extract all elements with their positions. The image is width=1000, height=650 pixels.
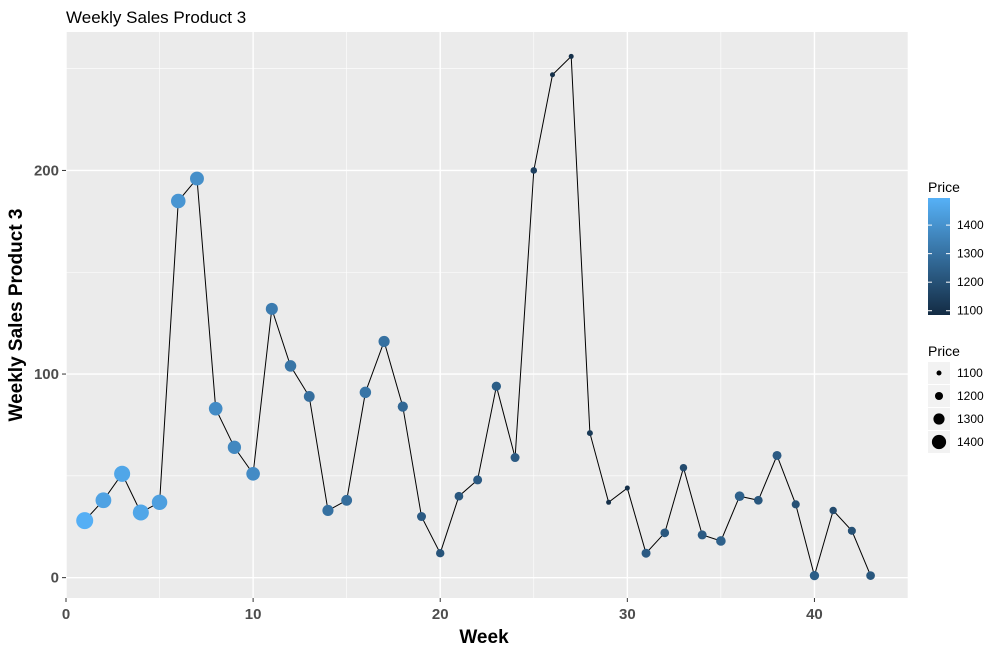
data-point [697, 530, 707, 540]
data-point [397, 401, 408, 412]
major-gridlines [65, 32, 908, 598]
data-point [660, 528, 670, 538]
data-point [491, 381, 502, 391]
size-legend-label: 1200 [957, 389, 984, 403]
x-tick-label: 40 [806, 606, 823, 623]
y-tick-label: 200 [34, 162, 59, 179]
data-point [510, 453, 520, 463]
data-point [170, 193, 186, 209]
data-point [641, 548, 651, 558]
y-axis-ticks: 0 100 200 [34, 162, 66, 587]
x-tick-label: 30 [619, 606, 636, 623]
data-point [436, 549, 445, 558]
plot-panel [66, 32, 908, 598]
data-point [473, 475, 483, 485]
data-point [114, 465, 131, 482]
data-point [190, 171, 204, 186]
size-legend-dot [933, 413, 945, 425]
y-tick-label: 0 [51, 570, 59, 587]
x-tick-label: 0 [62, 606, 70, 623]
data-point [829, 506, 837, 515]
data-point [322, 504, 334, 517]
data-point [208, 401, 223, 416]
data-point [586, 430, 593, 437]
data-point [132, 504, 149, 521]
data-point [549, 72, 555, 78]
size-legend-dot [934, 391, 944, 401]
data-point [679, 463, 688, 472]
data-point [624, 485, 630, 491]
chart-title: Weekly Sales Product 3 [66, 8, 246, 27]
x-axis-ticks: 0 10 20 30 40 [62, 598, 823, 623]
data-point [378, 335, 390, 348]
data-point [265, 302, 278, 315]
data-point [716, 536, 726, 546]
data-point [417, 512, 427, 522]
data-point [454, 491, 464, 501]
data-point [753, 495, 763, 505]
minor-gridlines [66, 32, 909, 598]
price-size-legend: Price 1100 1200 1300 1400 [928, 343, 984, 453]
color-legend-label: 1200 [957, 275, 984, 289]
data-point [568, 53, 574, 59]
data-point [303, 391, 315, 402]
data-point [359, 386, 372, 399]
data-point [847, 526, 856, 535]
size-legend-title: Price [928, 343, 960, 359]
data-point [341, 494, 353, 506]
x-tick-label: 20 [432, 606, 449, 623]
size-legend-dot [931, 434, 947, 450]
size-legend-label: 1100 [957, 366, 983, 380]
color-legend-bar [928, 198, 950, 315]
y-tick-label: 100 [34, 366, 59, 383]
size-legend-dot [936, 370, 942, 376]
data-point [151, 494, 168, 511]
data-point [809, 570, 820, 581]
data-point [791, 500, 800, 509]
data-point [606, 499, 612, 505]
data-points [76, 53, 875, 581]
data-point [530, 167, 538, 174]
data-point [246, 466, 260, 481]
y-axis-title: Weekly Sales Product 3 [6, 209, 27, 422]
data-point [734, 491, 745, 502]
data-point [284, 360, 297, 372]
color-legend-label: 1100 [957, 304, 983, 318]
data-point [866, 571, 875, 580]
x-tick-label: 10 [245, 606, 262, 623]
x-axis-title: Week [459, 627, 509, 648]
price-color-legend: Price 1400 1300 1200 1100 [928, 179, 984, 318]
color-legend-label: 1300 [957, 247, 984, 261]
color-legend-title: Price [928, 179, 960, 195]
size-legend-label: 1400 [957, 435, 984, 449]
data-point [772, 450, 782, 460]
size-legend-label: 1300 [957, 412, 984, 426]
data-point [95, 492, 112, 509]
color-legend-label: 1400 [957, 218, 984, 232]
data-point [227, 440, 242, 454]
data-point [76, 512, 94, 530]
